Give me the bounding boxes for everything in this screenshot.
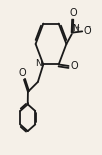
Text: −: − <box>85 23 91 28</box>
Text: O: O <box>19 68 26 78</box>
Text: +: + <box>75 25 80 30</box>
Text: O: O <box>84 26 91 36</box>
Text: O: O <box>69 8 77 18</box>
Text: N: N <box>72 24 79 33</box>
Text: N: N <box>35 59 42 68</box>
Text: O: O <box>70 61 78 71</box>
